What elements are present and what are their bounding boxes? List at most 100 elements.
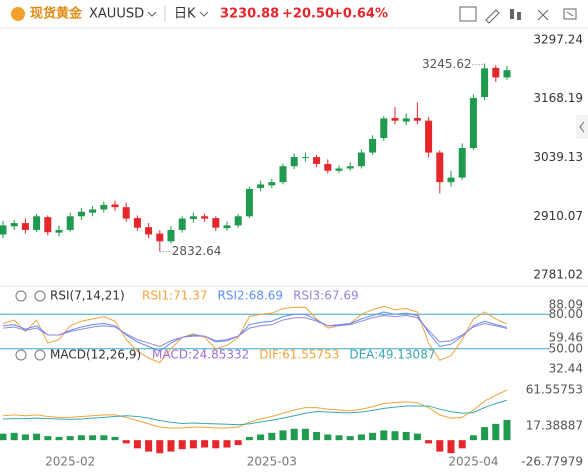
y-tick-label: 80.00 xyxy=(549,307,583,321)
max-annotation: 3245.62 xyxy=(422,57,472,71)
candle-body xyxy=(145,227,153,235)
gear-icon[interactable] xyxy=(34,290,46,302)
macd-bar xyxy=(178,440,186,450)
candle-body xyxy=(212,218,220,228)
y-tick-label: 3039.13 xyxy=(533,150,583,164)
legend-entry: DIF:61.55753 xyxy=(259,348,339,362)
candle-body xyxy=(111,204,119,208)
candle-body xyxy=(89,209,97,213)
candle-body xyxy=(167,229,175,242)
y-tick-label: 2910.07 xyxy=(533,209,583,223)
candle-body xyxy=(301,157,309,159)
candle-body xyxy=(425,120,433,153)
macd-bar xyxy=(223,440,231,448)
y-tick-label: 3168.19 xyxy=(533,91,583,105)
eye-icon[interactable] xyxy=(15,349,27,361)
macd-bar xyxy=(436,440,444,452)
collapse-arrow[interactable] xyxy=(579,121,585,133)
macd-bar xyxy=(301,428,309,441)
candle-button[interactable] xyxy=(517,12,521,20)
dropdown-arrow[interactable] xyxy=(147,11,157,17)
macd-bar xyxy=(77,435,85,441)
candle-body xyxy=(402,118,410,122)
y-tick-label: 32.44 xyxy=(549,362,583,376)
symbol[interactable]: XAUUSD xyxy=(89,7,144,22)
indicator-button[interactable] xyxy=(459,6,477,22)
candle-body xyxy=(245,188,253,217)
candle-body xyxy=(21,223,29,230)
macd-line xyxy=(2,389,508,429)
legend-entry: RSI3:67.69 xyxy=(293,289,359,303)
period[interactable]: 日K xyxy=(174,7,196,22)
candle-body xyxy=(313,157,321,164)
y-tick-label: 59.46 xyxy=(549,330,583,344)
expand-button[interactable] xyxy=(537,9,549,21)
gear-icon[interactable] xyxy=(34,349,46,361)
candle-body xyxy=(0,225,7,235)
legend-entry: MACD:24.85332 xyxy=(152,348,249,362)
y-tick-label: 61.55753 xyxy=(526,383,583,397)
candle-body xyxy=(77,211,85,217)
settings-button[interactable] xyxy=(563,8,577,20)
macd-bar xyxy=(313,432,321,441)
last-price: 3230.88 xyxy=(220,7,279,22)
candle-body xyxy=(201,216,209,219)
candle-body xyxy=(268,182,276,186)
macd-bar xyxy=(145,440,153,452)
macd-bar xyxy=(100,435,108,441)
candle-body xyxy=(122,207,130,219)
candle-body xyxy=(380,118,388,138)
macd-bar xyxy=(413,433,421,441)
macd-bar xyxy=(391,431,399,441)
candle-body xyxy=(257,184,265,189)
macd-bar xyxy=(122,440,130,444)
macd-bar xyxy=(212,440,220,449)
macd-bar xyxy=(0,433,7,441)
macd-bar xyxy=(268,432,276,441)
candle-body xyxy=(492,67,500,78)
macd-line xyxy=(2,399,508,426)
macd-bar xyxy=(21,434,29,441)
x-tick-label: 2025-03 xyxy=(247,455,297,469)
macd-bar xyxy=(279,430,287,441)
candle-body xyxy=(413,117,421,121)
y-tick-label: 88.09 xyxy=(549,298,583,312)
candle-body xyxy=(290,157,298,167)
macd-bar xyxy=(33,433,41,441)
legend-entry: RSI1:71.37 xyxy=(142,289,208,303)
draw-button[interactable] xyxy=(485,9,500,24)
candle-body xyxy=(324,163,332,171)
macd-bar xyxy=(447,440,455,454)
candle-body xyxy=(436,152,444,183)
macd-bar xyxy=(402,432,410,441)
candle-body xyxy=(234,216,242,226)
collapse-tab[interactable] xyxy=(576,115,588,139)
macd-bar xyxy=(133,440,141,449)
macd-bar xyxy=(425,440,433,444)
y-tick-label: 17.38887 xyxy=(526,419,583,433)
candle-body xyxy=(55,229,63,233)
macd-bar xyxy=(111,436,119,441)
macd-bar xyxy=(66,436,74,441)
candle-body xyxy=(458,147,466,178)
candle-body xyxy=(503,70,511,78)
macd-bar xyxy=(481,427,489,441)
dropdown-arrow[interactable] xyxy=(199,11,209,17)
macd-bar xyxy=(55,436,63,441)
x-tick-label: 2025-04 xyxy=(448,455,498,469)
macd-bar xyxy=(44,436,52,441)
y-tick-label: -26.77979 xyxy=(521,455,583,469)
instrument-name: 现货黄金 xyxy=(30,6,83,22)
macd-bar xyxy=(503,419,511,441)
macd-bar xyxy=(234,440,242,446)
candle-body xyxy=(156,233,164,242)
candle-body xyxy=(33,216,41,230)
price-change: +20.50 xyxy=(282,7,334,22)
eye-icon[interactable] xyxy=(15,290,27,302)
candle-body xyxy=(346,166,354,169)
candle-button[interactable] xyxy=(510,9,514,19)
candle-body xyxy=(10,223,18,227)
panel-title: RSI(7,14,21) xyxy=(50,289,125,303)
macd-bar xyxy=(469,435,477,441)
macd-bar xyxy=(492,423,500,441)
